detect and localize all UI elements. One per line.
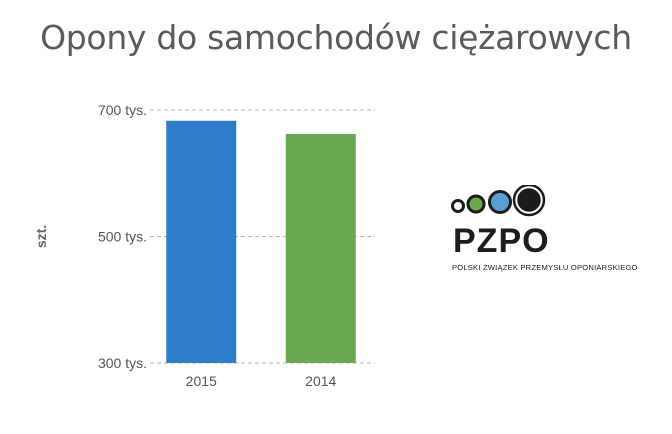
y-axis-label: szt. <box>33 225 49 248</box>
logo-subtitle: POLSKI ZWIĄZEK PRZEMYSŁU OPONIARSKIEGO <box>452 263 638 272</box>
tire-circles-icon <box>451 185 546 217</box>
y-tick-label: 500 tys. <box>98 229 147 245</box>
logo-name: PZPO <box>453 222 550 260</box>
bar <box>166 120 237 363</box>
y-tick-label: 300 tys. <box>98 355 147 371</box>
chart-title: Opony do samochodów ciężarowych <box>40 18 632 57</box>
y-tick-label: 700 tys. <box>98 102 147 118</box>
x-tick-label: 2014 <box>305 373 336 389</box>
bar <box>285 134 356 363</box>
pzpo-logo: PZPO POLSKI ZWIĄZEK PRZEMYSŁU OPONIARSKI… <box>440 185 640 275</box>
x-tick-label: 2015 <box>186 373 217 389</box>
